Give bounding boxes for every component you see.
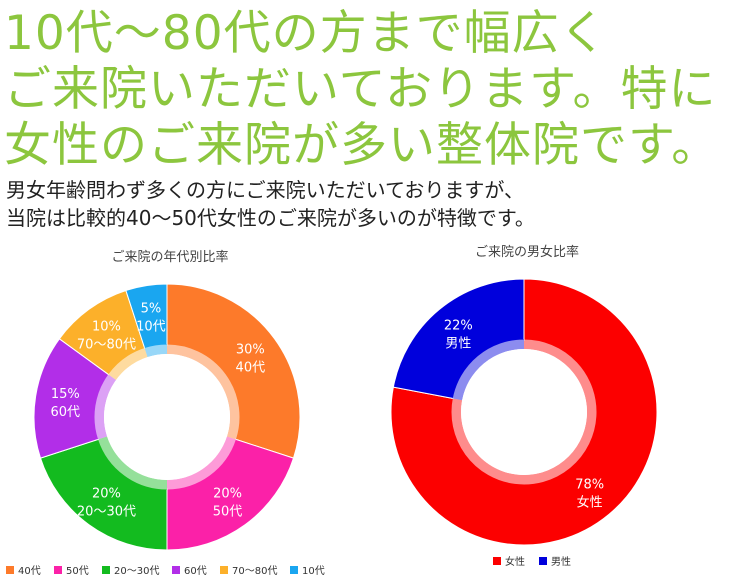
pie-slice-2	[166, 438, 295, 551]
pie-slice-1	[390, 278, 658, 546]
legend-entry: 男性	[551, 555, 571, 568]
legend-swatch	[102, 566, 110, 574]
slice-category-label: 10代	[136, 319, 166, 334]
headline-line-3: 女性のご来院が多い整体院です。	[4, 118, 720, 173]
description-line-2: 当院は比較的40～50代女性のご来院が多いのが特徴です。	[6, 206, 535, 230]
slice-value-label: 30%	[236, 342, 265, 357]
slice-category-label: 40代	[236, 360, 266, 375]
legend-swatch	[290, 566, 298, 574]
legend-entry: 40代	[18, 565, 41, 577]
slice-category-label: 50代	[213, 504, 243, 519]
legend-entry: 10代	[302, 565, 325, 577]
slice-value-label: 78%	[575, 477, 604, 492]
pie-slice-inner-2	[167, 436, 237, 490]
legend-entry: 20～30代	[114, 565, 159, 577]
headline-line-1: 10代～80代の方まで幅広く	[4, 6, 608, 61]
description: 男女年齢問わず多くの方にご来院いただいておりますが、 当院は比較的40～50代女…	[6, 176, 726, 232]
legend-swatch	[172, 566, 180, 574]
legend-swatch	[54, 566, 62, 574]
slice-category-label: 20～30代	[77, 504, 136, 519]
pie-slice-1	[166, 283, 301, 459]
legend-swatch	[493, 557, 501, 565]
pie-slice-inner-5	[107, 347, 148, 380]
chart-title: ご来院の年代別比率	[111, 249, 228, 265]
chart-title: ご来院の男女比率	[475, 244, 579, 260]
slice-category-label: 70～80代	[77, 338, 136, 353]
description-line-1: 男女年齢問わず多くの方にご来院いただいておりますが、	[6, 178, 524, 202]
headline: 10代～80代の方まで幅広く ご来院いただいております。特に 女性のご来院が多い…	[4, 6, 730, 174]
slice-value-label: 20%	[92, 486, 121, 501]
legend-entry: 女性	[505, 555, 525, 568]
slice-category-label: 男性	[445, 337, 471, 352]
headline-line-2: ご来院いただいております。特に	[4, 62, 717, 117]
legend-entry: 50代	[66, 565, 89, 577]
slice-value-label: 15%	[51, 387, 80, 402]
pie-slice-inner-1	[167, 344, 240, 440]
legend-swatch	[220, 566, 228, 574]
legend-entry: 60代	[184, 565, 207, 577]
pie-slice-inner-6	[144, 344, 167, 358]
donut-hole	[461, 349, 587, 475]
slice-value-label: 10%	[92, 320, 121, 335]
legend-swatch	[539, 557, 547, 565]
pie-slice-6	[125, 283, 168, 350]
pie-slice-inner-3	[97, 436, 167, 490]
slice-value-label: 5%	[141, 301, 162, 316]
legend-swatch	[6, 566, 14, 574]
pie-slice-inner-2	[452, 339, 524, 401]
slice-category-label: 女性	[577, 494, 603, 510]
donut-hole	[104, 354, 230, 480]
pie-slice-2	[392, 278, 525, 400]
slice-value-label: 22%	[444, 319, 473, 334]
pie-slice-inner-4	[94, 374, 117, 440]
slice-value-label: 20%	[213, 486, 242, 501]
age-donut-chart: ご来院の年代別比率 30% 40代 20% 50代 20% 20～30代 15% 60代 10% 7…	[6, 249, 325, 577]
pie-slice-3	[39, 438, 168, 551]
legend-entry: 70～80代	[232, 565, 277, 577]
slice-category-label: 60代	[50, 405, 80, 420]
